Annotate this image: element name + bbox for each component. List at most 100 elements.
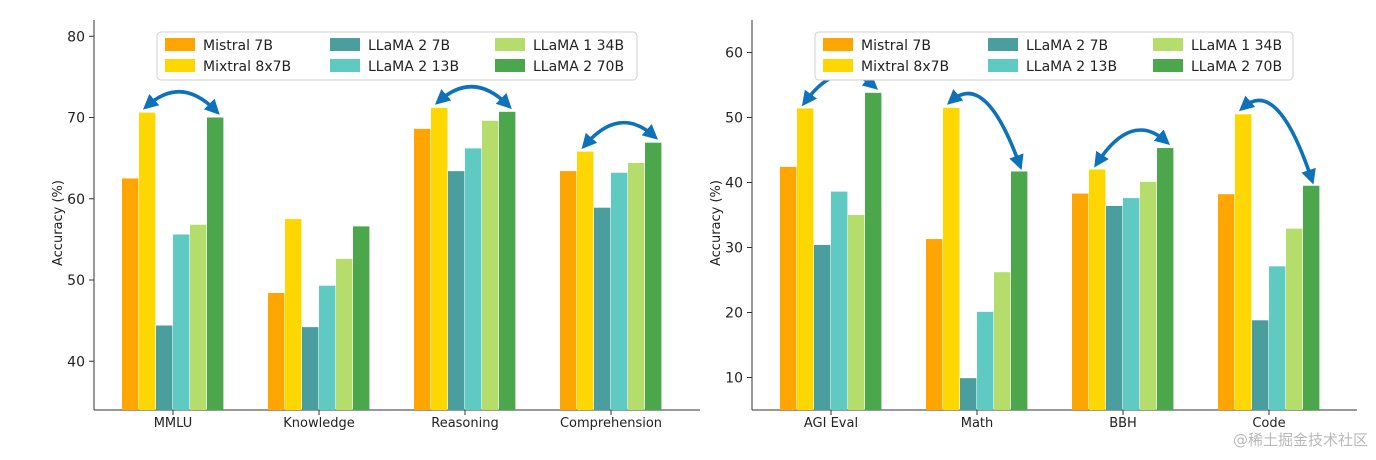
bar [831, 191, 848, 410]
y-tick-label: 10 [725, 371, 743, 387]
bar [1235, 114, 1252, 410]
legend-swatch [495, 38, 525, 51]
bar [499, 111, 516, 410]
bar [465, 148, 482, 410]
bar [336, 258, 353, 410]
legend-label: Mistral 7B [861, 38, 931, 54]
bar [139, 112, 156, 410]
y-tick-label: 80 [67, 29, 85, 45]
x-tick-label: Comprehension [560, 416, 662, 431]
y-tick-label: 50 [725, 111, 743, 127]
bar [173, 234, 190, 410]
legend-label: LLaMA 2 7B [1026, 38, 1108, 54]
legend-swatch [1153, 59, 1183, 72]
legend-label: LLaMA 2 70B [533, 59, 624, 75]
legend-label: LLaMA 1 34B [1191, 38, 1282, 54]
legend-swatch [988, 38, 1018, 51]
bar [645, 142, 662, 410]
legend-label: LLaMA 1 34B [533, 38, 624, 54]
legend: Mistral 7B Mixtral 8x7B LLaMA 2 7B LLaMA 2 … [156, 31, 638, 81]
comparison-arrow [1238, 95, 1316, 185]
legend-swatch [823, 59, 853, 72]
legend: Mistral 7B Mixtral 8x7B LLaMA 2 7B LLaMA 2 … [814, 31, 1294, 81]
y-tick-label: 40 [67, 354, 85, 370]
bar [268, 293, 285, 410]
bar [1106, 205, 1123, 410]
legend-swatch [165, 38, 195, 51]
bar [865, 92, 882, 411]
bar [926, 239, 943, 410]
bar [1303, 185, 1320, 410]
comparison-arrow [434, 84, 512, 110]
y-axis-label: Accuracy (%) [709, 180, 724, 266]
bar [560, 171, 577, 410]
bar [156, 325, 173, 410]
bar [414, 128, 431, 410]
bar [190, 224, 207, 410]
bar [1269, 266, 1286, 410]
x-tick-label: AGI Eval [804, 416, 858, 431]
x-tick-label: Code [1252, 416, 1285, 431]
bar [797, 108, 814, 411]
bar [960, 378, 977, 410]
bar [1011, 171, 1028, 410]
bar [848, 215, 865, 410]
y-tick-label: 40 [725, 176, 743, 192]
legend-swatch [988, 59, 1018, 72]
bar [1286, 228, 1303, 410]
bar [353, 226, 370, 410]
bar [1252, 320, 1269, 410]
legend-label: LLaMA 2 7B [368, 38, 450, 54]
bar [780, 166, 797, 410]
watermark: @稀土掘金技术社区 [1232, 431, 1368, 449]
legend-label: Mixtral 8x7B [203, 59, 291, 75]
bar [943, 107, 960, 410]
y-tick-label: 20 [725, 306, 743, 322]
x-tick-label: MMLU [154, 416, 193, 431]
legend-swatch [330, 38, 360, 51]
bar [594, 207, 611, 410]
y-tick-label: 60 [67, 192, 85, 208]
legend-swatch [330, 59, 360, 72]
comparison-arrow [142, 90, 220, 115]
bar [1072, 193, 1089, 410]
bar [977, 311, 994, 410]
legend-swatch [165, 59, 195, 72]
legend-swatch [823, 38, 853, 51]
bar [1089, 169, 1106, 410]
bar [1140, 181, 1157, 410]
x-tick-label: Math [961, 416, 994, 431]
bar [319, 285, 336, 410]
bar [285, 219, 302, 410]
bar [577, 151, 594, 410]
x-tick-label: Knowledge [283, 416, 354, 431]
legend-label: LLaMA 2 13B [368, 59, 459, 75]
y-tick-label: 70 [67, 111, 85, 127]
bar [122, 178, 139, 410]
legend-label: Mistral 7B [203, 38, 273, 54]
bar [1157, 148, 1174, 411]
bar [994, 272, 1011, 410]
bar [628, 163, 645, 410]
bar [1123, 198, 1140, 410]
comparison-arrow [1094, 128, 1171, 168]
legend-swatch [495, 59, 525, 72]
legend-label: LLaMA 2 13B [1026, 59, 1117, 75]
bar [431, 107, 448, 410]
legend-label: LLaMA 2 70B [1191, 59, 1282, 75]
y-tick-label: 60 [725, 46, 743, 62]
x-tick-label: BBH [1109, 416, 1137, 431]
bar [814, 244, 831, 410]
x-tick-label: Reasoning [431, 416, 498, 431]
bar [1218, 194, 1235, 410]
legend-label: Mixtral 8x7B [861, 59, 949, 75]
chart-panel-2: 10 20 30 40 50 60 Accuracy (%) AGI Eval Math BBH C… [709, 20, 1357, 431]
bar [207, 117, 224, 410]
comparison-arrow [946, 89, 1024, 171]
bar [482, 120, 499, 410]
comparison-arrow [581, 120, 659, 150]
bar [302, 327, 319, 410]
y-axis-label: Accuracy (%) [51, 180, 66, 266]
